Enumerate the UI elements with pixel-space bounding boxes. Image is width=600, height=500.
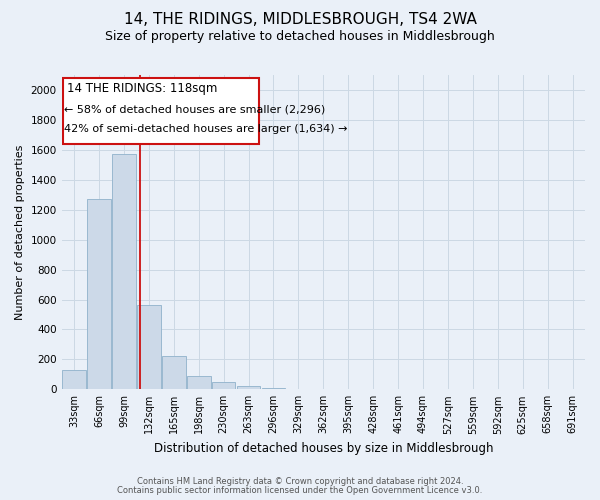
- Bar: [62, 370, 86, 390]
- Bar: [262, 388, 286, 390]
- Bar: [287, 388, 310, 390]
- Bar: [187, 376, 211, 390]
- Text: Contains HM Land Registry data © Crown copyright and database right 2024.: Contains HM Land Registry data © Crown c…: [137, 477, 463, 486]
- Bar: [237, 386, 260, 390]
- X-axis label: Distribution of detached houses by size in Middlesbrough: Distribution of detached houses by size …: [154, 442, 493, 455]
- Bar: [87, 199, 111, 390]
- Text: 14, THE RIDINGS, MIDDLESBROUGH, TS4 2WA: 14, THE RIDINGS, MIDDLESBROUGH, TS4 2WA: [124, 12, 476, 28]
- Text: 14 THE RIDINGS: 118sqm: 14 THE RIDINGS: 118sqm: [67, 82, 217, 96]
- Text: 42% of semi-detached houses are larger (1,634) →: 42% of semi-detached houses are larger (…: [64, 124, 347, 134]
- Bar: [112, 154, 136, 390]
- Bar: [137, 306, 161, 390]
- Bar: [212, 382, 235, 390]
- Text: Contains public sector information licensed under the Open Government Licence v3: Contains public sector information licen…: [118, 486, 482, 495]
- Text: Size of property relative to detached houses in Middlesbrough: Size of property relative to detached ho…: [105, 30, 495, 43]
- Bar: [162, 356, 185, 390]
- Bar: [63, 78, 259, 144]
- Text: ← 58% of detached houses are smaller (2,296): ← 58% of detached houses are smaller (2,…: [64, 104, 325, 114]
- Y-axis label: Number of detached properties: Number of detached properties: [15, 144, 25, 320]
